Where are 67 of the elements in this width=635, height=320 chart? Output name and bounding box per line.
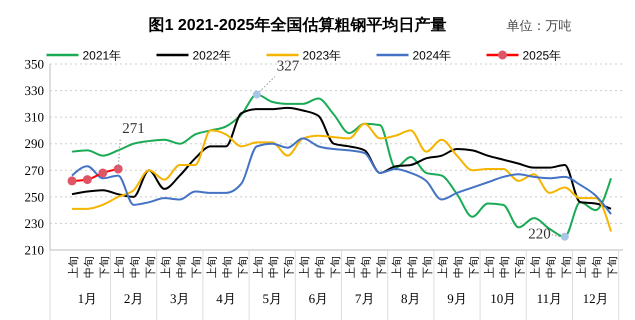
text: 10月 bbox=[490, 291, 516, 306]
x-tick-label: 下旬 bbox=[607, 256, 619, 278]
x-tick-label: 下旬 bbox=[330, 256, 342, 278]
x-tick-label: 下旬 bbox=[422, 256, 434, 278]
legend-label: 2025年 bbox=[522, 48, 562, 62]
legend-label: 2021年 bbox=[82, 48, 122, 62]
x-tick-label: 上旬 bbox=[344, 256, 358, 278]
x-tick-label: 中旬 bbox=[590, 256, 604, 278]
y-tick-label: 230 bbox=[24, 216, 44, 231]
chart-subtitle: 单位：万吨 bbox=[506, 18, 572, 33]
x-tick-label: 中旬 bbox=[452, 256, 465, 278]
x-tick-label: 上旬 bbox=[159, 256, 172, 278]
line-series bbox=[71, 106, 612, 210]
data-label: 271 bbox=[122, 120, 145, 137]
x-tick-label: 上旬 bbox=[390, 256, 404, 278]
x-tick-label: 上旬 bbox=[113, 256, 126, 278]
legend-label: 2023年 bbox=[302, 48, 342, 62]
x-tick-label: 下旬 bbox=[237, 256, 250, 278]
x-tick-label: 下旬 bbox=[560, 256, 573, 278]
y-tick-label: 250 bbox=[24, 189, 44, 204]
text: 11月 bbox=[536, 291, 562, 306]
x-tick-label: 中旬 bbox=[128, 256, 142, 278]
x-tick-label: 上旬 bbox=[482, 256, 496, 278]
y-tick-label: 330 bbox=[24, 83, 44, 98]
x-tick-label: 中旬 bbox=[406, 256, 419, 278]
legend-label: 2022年 bbox=[192, 48, 232, 62]
x-tick-label: 中旬 bbox=[544, 256, 558, 278]
text: 2月 bbox=[124, 291, 144, 306]
y-tick-label: 270 bbox=[24, 162, 44, 178]
text: 7月 bbox=[354, 291, 374, 306]
x-tick-label: 上旬 bbox=[67, 256, 80, 278]
x-tick-label: 下旬 bbox=[514, 256, 527, 278]
text: 8月 bbox=[401, 291, 421, 306]
x-tick-label: 中旬 bbox=[82, 256, 96, 278]
x-tick-label: 下旬 bbox=[376, 256, 388, 278]
x-tick-label: 中旬 bbox=[498, 256, 512, 278]
x-tick-label: 上旬 bbox=[298, 256, 311, 278]
x-tick-label: 上旬 bbox=[575, 256, 588, 278]
x-tick-label: 上旬 bbox=[252, 256, 265, 278]
text: 6月 bbox=[308, 291, 328, 306]
x-tick-label: 上旬 bbox=[436, 256, 450, 278]
x-tick-label: 下旬 bbox=[98, 256, 111, 278]
x-tick-label: 下旬 bbox=[468, 256, 480, 278]
text: 12月 bbox=[582, 291, 609, 306]
x-tick-label: 中旬 bbox=[174, 256, 188, 278]
y-tick-label: 210 bbox=[24, 242, 44, 258]
text: 4月 bbox=[216, 291, 236, 306]
x-tick-label: 下旬 bbox=[284, 256, 296, 278]
x-tick-label: 下旬 bbox=[145, 256, 157, 278]
y-tick-label: 310 bbox=[24, 110, 44, 125]
y-tick-label: 350 bbox=[24, 56, 44, 72]
text: 9月 bbox=[447, 291, 467, 306]
y-tick-label: 290 bbox=[24, 136, 44, 152]
x-tick-label: 中旬 bbox=[267, 256, 280, 278]
x-tick-label: 中旬 bbox=[360, 256, 373, 278]
legend-label: 2024年 bbox=[412, 48, 452, 62]
x-tick-label: 上旬 bbox=[529, 256, 542, 278]
data-label: 220 bbox=[528, 226, 551, 243]
x-tick-label: 中旬 bbox=[221, 256, 234, 278]
text: 5月 bbox=[262, 291, 282, 306]
text: 3月 bbox=[170, 291, 190, 306]
x-tick-label: 上旬 bbox=[206, 256, 219, 278]
text: 1月 bbox=[78, 291, 98, 306]
x-tick-label: 下旬 bbox=[191, 256, 204, 278]
data-label: 327 bbox=[276, 58, 300, 75]
chart-title: 图1 2021-2025年全国估算粗钢平均日产量 bbox=[148, 16, 446, 34]
x-tick-label: 中旬 bbox=[313, 256, 326, 278]
